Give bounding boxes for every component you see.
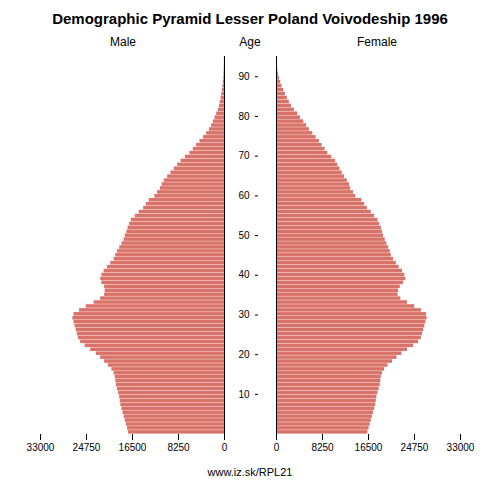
svg-text:8250: 8250 xyxy=(311,442,334,453)
svg-text:0: 0 xyxy=(222,442,228,453)
svg-text:8250: 8250 xyxy=(167,442,190,453)
html-text:Age: Age xyxy=(239,35,261,49)
svg-text:60: 60 xyxy=(238,190,250,201)
svg-text:33000: 33000 xyxy=(447,442,475,453)
svg-text:10: 10 xyxy=(238,389,250,400)
svg-text:16500: 16500 xyxy=(119,442,147,453)
svg-text:80: 80 xyxy=(238,111,250,122)
svg-text:90: 90 xyxy=(238,71,250,82)
svg-text:33000: 33000 xyxy=(27,442,55,453)
html-text:Female: Female xyxy=(357,35,397,49)
svg-text:24750: 24750 xyxy=(401,442,429,453)
svg-text:24750: 24750 xyxy=(73,442,101,453)
svg-text:20: 20 xyxy=(238,349,250,360)
svg-text:50: 50 xyxy=(238,230,250,241)
svg-text:40: 40 xyxy=(238,269,250,280)
html-text:Male: Male xyxy=(110,35,136,49)
svg-text:16500: 16500 xyxy=(355,442,383,453)
svg-text:30: 30 xyxy=(238,309,250,320)
html-text:www.iz.sk/RPL21: www.iz.sk/RPL21 xyxy=(207,466,293,478)
html-text:Demographic Pyramid Lesser Pol: Demographic Pyramid Lesser Poland Voivod… xyxy=(52,10,448,27)
svg-text:0: 0 xyxy=(274,442,280,453)
svg-text:70: 70 xyxy=(238,150,250,161)
